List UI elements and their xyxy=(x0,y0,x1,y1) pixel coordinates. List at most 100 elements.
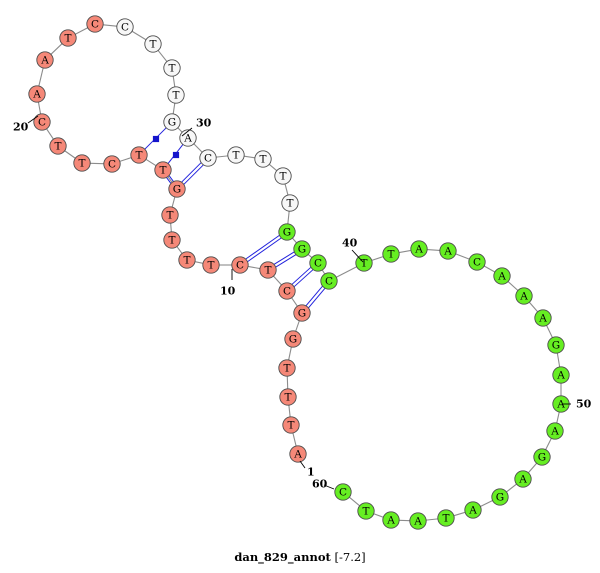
nucleotide-circle[interactable] xyxy=(167,86,185,104)
nucleotide-node[interactable]: G xyxy=(293,240,311,258)
nucleotide-node[interactable]: G xyxy=(278,223,296,241)
nucleotide-circle[interactable] xyxy=(334,483,352,501)
nucleotide-node[interactable]: T xyxy=(144,35,162,53)
nucleotide-node[interactable]: T xyxy=(49,137,67,155)
nucleotide-node[interactable]: G xyxy=(284,330,302,348)
nucleotide-node[interactable]: A xyxy=(289,445,307,463)
nucleotide-circle[interactable] xyxy=(116,18,134,36)
nucleotide-node[interactable]: A xyxy=(28,85,46,103)
nucleotide-circle[interactable] xyxy=(289,445,307,463)
nucleotide-circle[interactable] xyxy=(144,35,162,53)
nucleotide-node[interactable]: T xyxy=(167,86,185,104)
nucleotide-node[interactable]: T xyxy=(161,206,179,224)
nucleotide-node[interactable]: A xyxy=(410,240,428,258)
nucleotide-circle[interactable] xyxy=(161,206,179,224)
nucleotide-node[interactable]: C xyxy=(199,149,217,167)
nucleotide-node[interactable]: C xyxy=(278,282,296,300)
nucleotide-node[interactable]: G xyxy=(533,448,551,466)
nucleotide-circle[interactable] xyxy=(227,146,245,164)
nucleotide-circle[interactable] xyxy=(281,194,299,212)
nucleotide-node[interactable]: A xyxy=(382,511,400,529)
nucleotide-node[interactable]: G xyxy=(163,113,181,131)
nucleotide-circle[interactable] xyxy=(293,304,311,322)
nucleotide-circle[interactable] xyxy=(309,254,327,272)
nucleotide-circle[interactable] xyxy=(515,287,533,305)
nucleotide-circle[interactable] xyxy=(382,245,400,263)
nucleotide-node[interactable]: A xyxy=(179,129,197,147)
nucleotide-node[interactable]: T xyxy=(154,161,172,179)
nucleotide-node[interactable]: T xyxy=(279,388,297,406)
nucleotide-node[interactable]: A xyxy=(546,422,564,440)
nucleotide-circle[interactable] xyxy=(202,256,220,274)
nucleotide-node[interactable]: T xyxy=(281,194,299,212)
nucleotide-node[interactable]: C xyxy=(103,155,121,173)
nucleotide-circle[interactable] xyxy=(293,240,311,258)
nucleotide-circle[interactable] xyxy=(493,267,511,285)
nucleotide-node[interactable]: T xyxy=(357,502,375,520)
nucleotide-circle[interactable] xyxy=(163,113,181,131)
nucleotide-circle[interactable] xyxy=(163,59,181,77)
nucleotide-circle[interactable] xyxy=(278,359,296,377)
nucleotide-circle[interactable] xyxy=(278,282,296,300)
nucleotide-node[interactable]: T xyxy=(274,167,292,185)
nucleotide-node[interactable]: G xyxy=(547,336,565,354)
nucleotide-circle[interactable] xyxy=(178,251,196,269)
nucleotide-node[interactable]: C xyxy=(468,253,486,271)
nucleotide-node[interactable]: A xyxy=(439,242,457,260)
nucleotide-node[interactable]: A xyxy=(514,470,532,488)
nucleotide-circle[interactable] xyxy=(59,29,77,47)
nucleotide-circle[interactable] xyxy=(547,336,565,354)
nucleotide-node[interactable]: T xyxy=(278,359,296,377)
nucleotide-node[interactable]: T xyxy=(202,256,220,274)
nucleotide-circle[interactable] xyxy=(231,256,249,274)
nucleotide-node[interactable]: A xyxy=(36,51,54,69)
nucleotide-node[interactable]: T xyxy=(178,251,196,269)
nucleotide-circle[interactable] xyxy=(199,149,217,167)
nucleotide-node[interactable]: A xyxy=(515,287,533,305)
nucleotide-circle[interactable] xyxy=(163,231,181,249)
nucleotide-circle[interactable] xyxy=(514,470,532,488)
nucleotide-circle[interactable] xyxy=(179,129,197,147)
nucleotide-circle[interactable] xyxy=(274,167,292,185)
nucleotide-node[interactable]: T xyxy=(254,150,272,168)
nucleotide-node[interactable]: T xyxy=(73,154,91,172)
nucleotide-node[interactable]: G xyxy=(293,304,311,322)
nucleotide-circle[interactable] xyxy=(410,240,428,258)
nucleotide-circle[interactable] xyxy=(86,15,104,33)
nucleotide-circle[interactable] xyxy=(130,146,148,164)
nucleotide-node[interactable]: C xyxy=(33,113,51,131)
nucleotide-node[interactable]: T xyxy=(382,245,400,263)
nucleotide-circle[interactable] xyxy=(284,330,302,348)
nucleotide-node[interactable]: T xyxy=(130,146,148,164)
nucleotide-circle[interactable] xyxy=(491,488,509,506)
nucleotide-circle[interactable] xyxy=(437,509,455,527)
nucleotide-node[interactable]: A xyxy=(493,267,511,285)
nucleotide-node[interactable]: T xyxy=(227,146,245,164)
nucleotide-circle[interactable] xyxy=(534,309,552,327)
nucleotide-node[interactable]: C xyxy=(116,18,134,36)
nucleotide-circle[interactable] xyxy=(278,223,296,241)
nucleotide-circle[interactable] xyxy=(28,85,46,103)
nucleotide-circle[interactable] xyxy=(49,137,67,155)
nucleotide-circle[interactable] xyxy=(464,501,482,519)
nucleotide-circle[interactable] xyxy=(259,261,277,279)
nucleotide-node[interactable]: T xyxy=(282,416,300,434)
nucleotide-circle[interactable] xyxy=(320,272,338,290)
nucleotide-circle[interactable] xyxy=(468,253,486,271)
nucleotide-node[interactable]: C xyxy=(320,272,338,290)
nucleotide-node[interactable]: A xyxy=(409,512,427,530)
nucleotide-circle[interactable] xyxy=(154,161,172,179)
nucleotide-node[interactable]: T xyxy=(163,231,181,249)
nucleotide-node[interactable]: T xyxy=(59,29,77,47)
nucleotide-circle[interactable] xyxy=(103,155,121,173)
nucleotide-node[interactable]: A xyxy=(534,309,552,327)
nucleotide-node[interactable]: G xyxy=(168,180,186,198)
nucleotide-node[interactable]: C xyxy=(231,256,249,274)
nucleotide-circle[interactable] xyxy=(382,511,400,529)
nucleotide-node[interactable]: C xyxy=(309,254,327,272)
nucleotide-circle[interactable] xyxy=(33,113,51,131)
nucleotide-circle[interactable] xyxy=(357,502,375,520)
nucleotide-circle[interactable] xyxy=(36,51,54,69)
nucleotide-circle[interactable] xyxy=(439,242,457,260)
nucleotide-circle[interactable] xyxy=(73,154,91,172)
